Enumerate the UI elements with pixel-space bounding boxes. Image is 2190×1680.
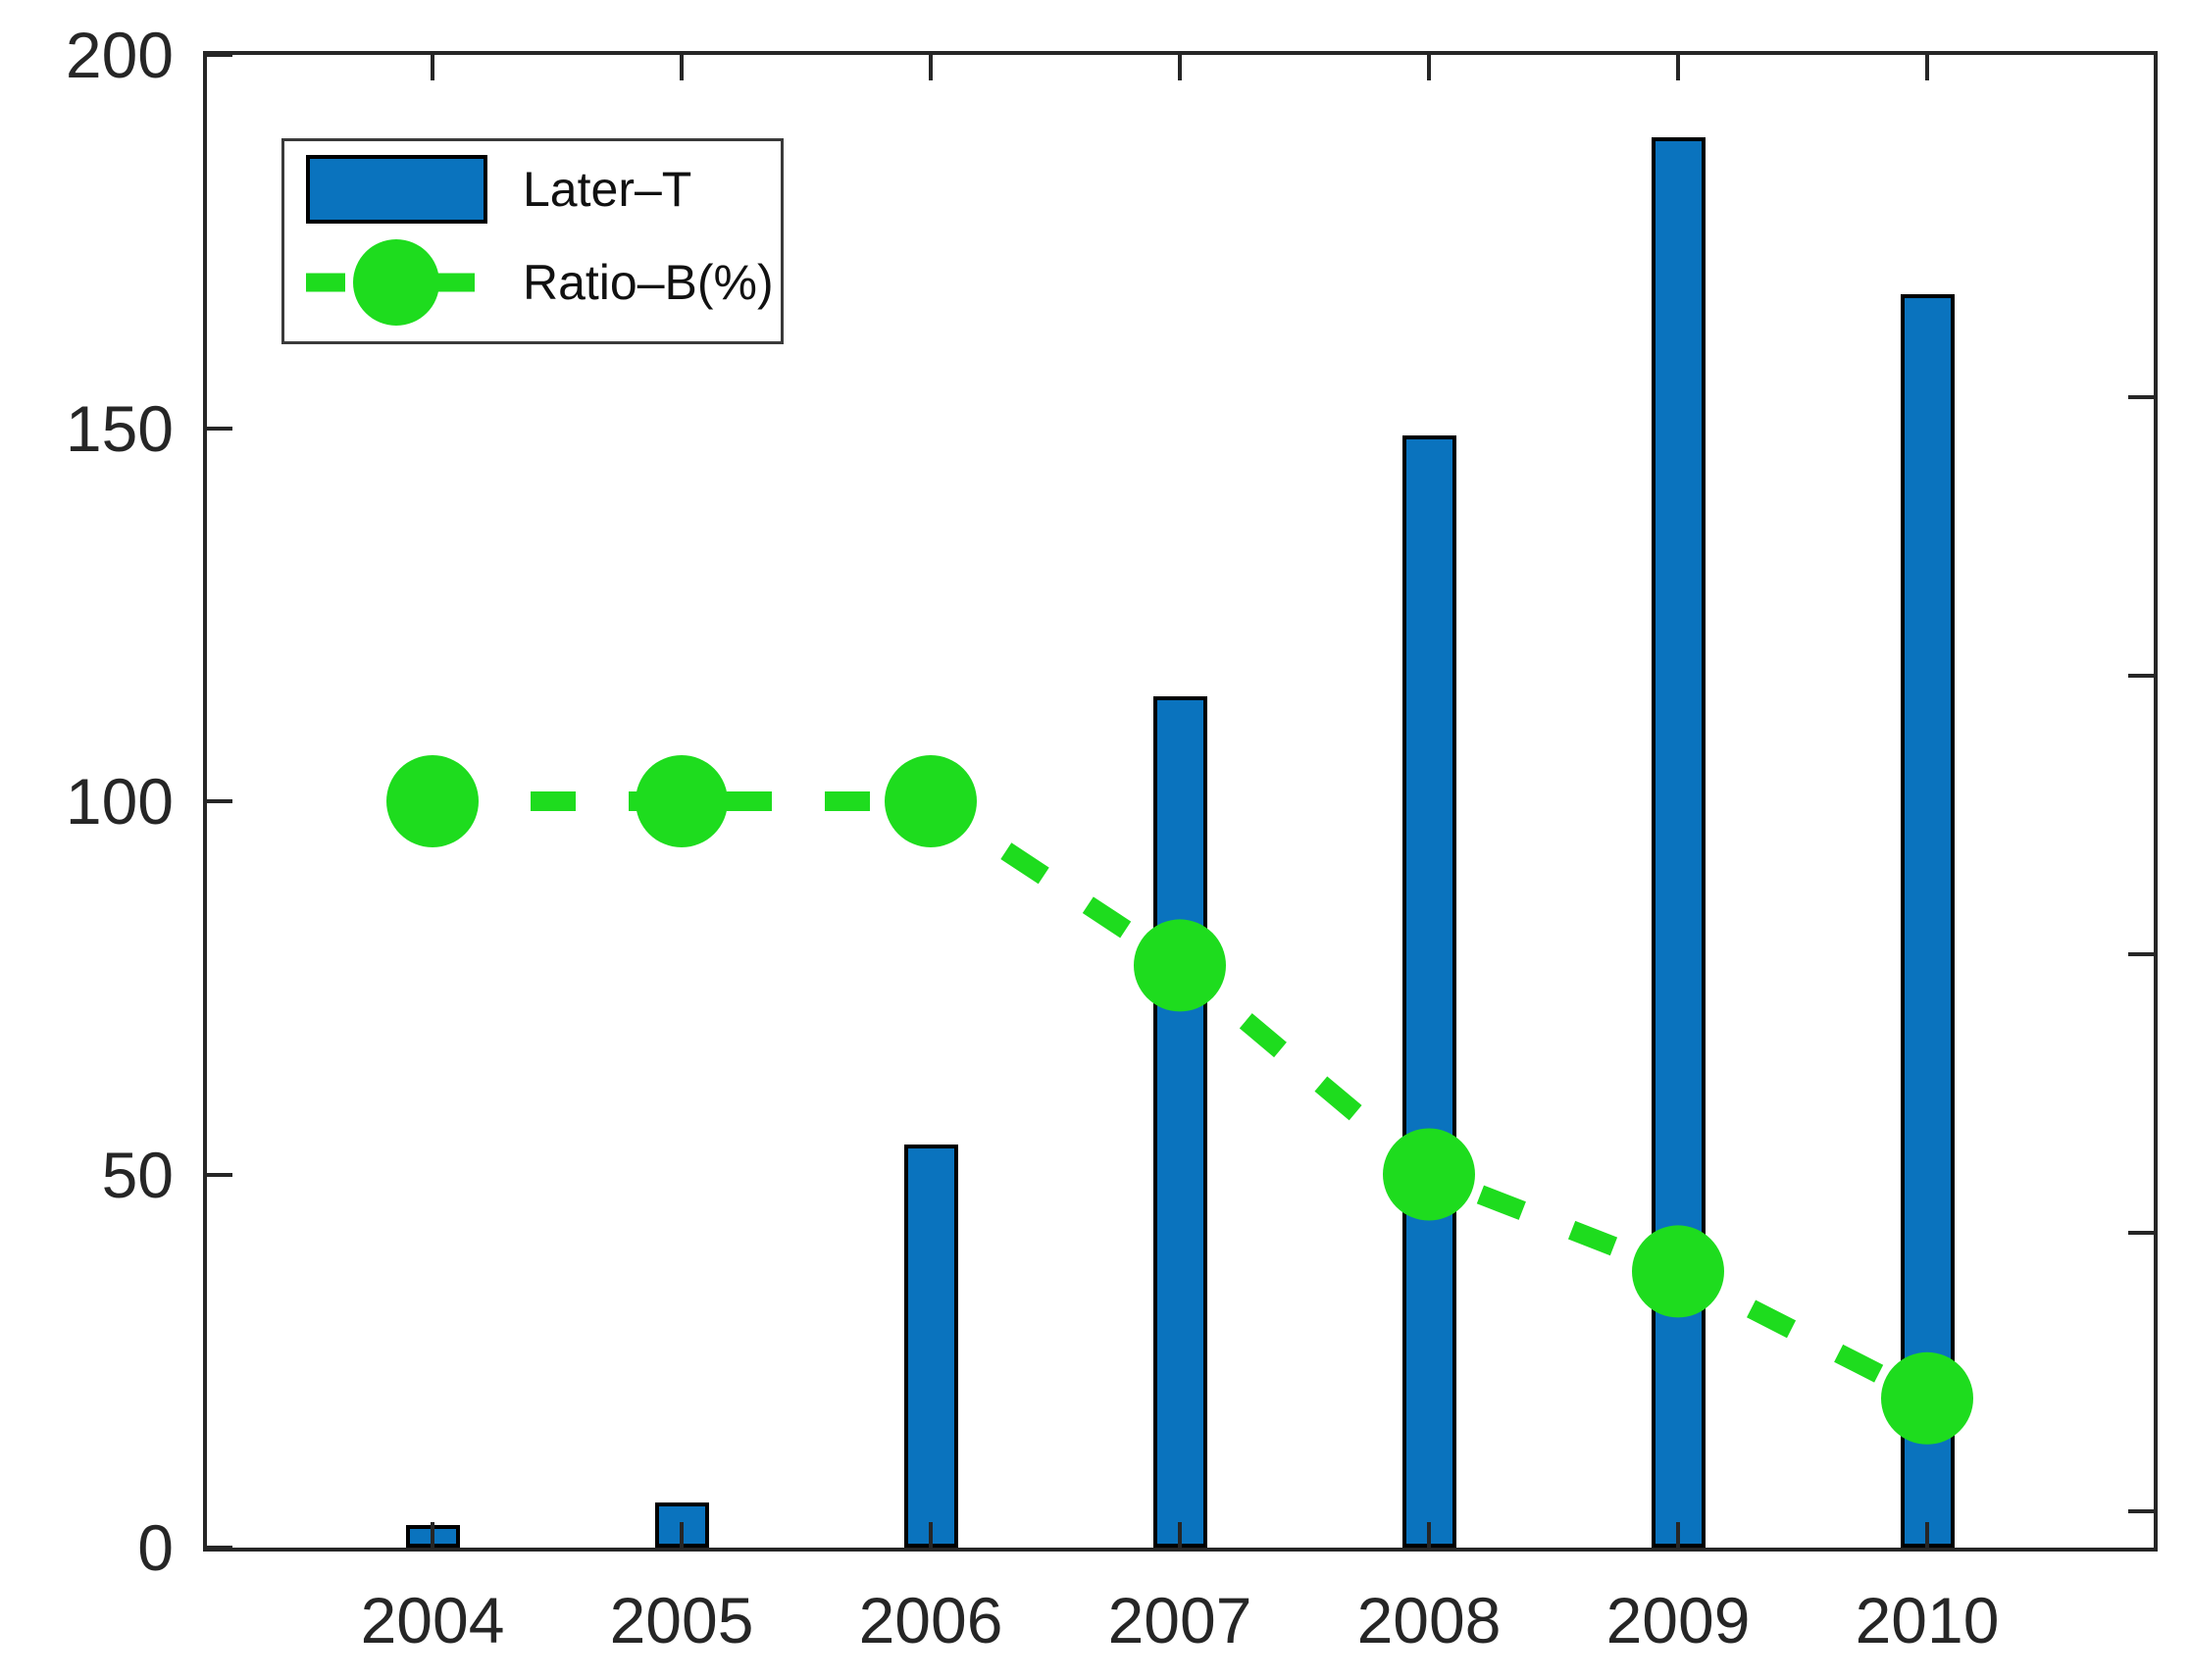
x-tick-label: 2006 [858,1584,1003,1656]
y-tick [207,1172,232,1177]
x-tick-top [680,55,684,80]
bar-swatch-icon [306,155,487,224]
y-tick-label: 0 [137,1511,174,1584]
y-tick-right [2128,674,2154,678]
y-tick-label: 50 [101,1138,174,1211]
bar-2006 [903,1145,958,1548]
y-tick-right [2128,1231,2154,1235]
x-tick [1427,1522,1431,1548]
x-tick-top [1427,55,1431,80]
x-tick [1676,1522,1680,1548]
legend-item-ratio-b: Ratio–B(%) [306,237,781,328]
plot-area [203,51,2158,1552]
x-tick-label: 2008 [1356,1584,1502,1656]
x-tick [431,1522,434,1548]
y-tick-right [2128,952,2154,956]
x-tick [1925,1522,1929,1548]
x-tick-top [1676,55,1680,80]
legend-item-later-t: Later–T [306,155,781,224]
x-tick-label: 2005 [609,1584,754,1656]
y-tick [207,426,232,431]
bar-2007 [1152,696,1207,1548]
y-tick-right [2128,395,2154,399]
y-tick [207,1546,232,1550]
x-tick-label: 2004 [360,1584,505,1656]
x-tick-label: 2007 [1107,1584,1252,1656]
legend-label: Later–T [523,162,692,217]
x-tick-top [431,55,434,80]
legend: Later–T Ratio–B(%) [281,138,784,344]
bar-2009 [1651,136,1706,1548]
y-tick-right [2128,1509,2154,1513]
x-tick-label: 2009 [1605,1584,1751,1656]
legend-label: Ratio–B(%) [523,255,774,310]
x-tick [680,1522,684,1548]
x-tick [929,1522,933,1548]
x-tick-label: 2010 [1855,1584,2000,1656]
x-tick [1178,1522,1182,1548]
bar-2010 [1900,293,1955,1548]
y-tick-label: 150 [65,391,174,465]
y-tick-label: 100 [65,765,174,838]
line-marker-icon [306,239,487,326]
y-tick-label: 200 [65,19,174,91]
x-tick-top [1178,55,1182,80]
bar-2008 [1401,435,1456,1548]
y-tick [207,799,232,803]
x-tick-top [929,55,933,80]
x-tick-top [1925,55,1929,80]
y-tick [207,53,232,57]
